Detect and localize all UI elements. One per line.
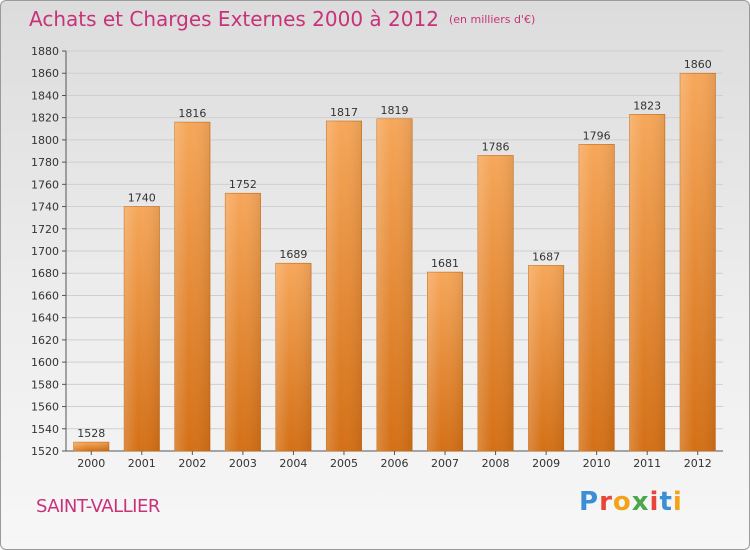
data-label: 1752 <box>229 178 257 191</box>
logo-letter: t <box>659 487 673 517</box>
y-tick-label: 1820 <box>31 112 59 125</box>
y-tick-label: 1740 <box>31 201 59 214</box>
bar-shade <box>427 272 463 451</box>
y-tick-label: 1640 <box>31 312 59 325</box>
proxiti-logo[interactable]: Proxiti <box>579 487 683 517</box>
y-tick-label: 1720 <box>31 223 59 236</box>
data-label: 1816 <box>178 107 206 120</box>
bar-shade <box>376 118 413 452</box>
bars <box>73 72 716 452</box>
y-tick-label: 1780 <box>31 156 59 169</box>
data-label: 1796 <box>583 129 611 142</box>
x-tick-labels: 2000 2001 2002 2003 2004 2005 2006 2007 2008 2009… <box>77 451 712 470</box>
logo-letter: i <box>672 487 683 517</box>
logo-letter: i <box>649 487 660 517</box>
y-tick-label: 1580 <box>31 378 59 391</box>
logo-letter: P <box>579 487 600 517</box>
logo-letter: o <box>612 487 632 517</box>
bar-shade <box>629 114 665 451</box>
y-tick-label: 1880 <box>31 45 59 58</box>
bar-shade <box>124 206 160 451</box>
x-tick-label: 2004 <box>279 457 307 470</box>
x-tick-label: 2007 <box>431 457 459 470</box>
bar-shade <box>528 265 564 451</box>
logo-letter: r <box>599 487 613 517</box>
x-tick-label: 2002 <box>178 457 206 470</box>
y-tick-label: 1760 <box>31 178 59 191</box>
chart-subtitle: (en milliers d'€) <box>448 13 536 26</box>
data-label: 1819 <box>381 104 409 117</box>
bar-shade <box>477 155 514 451</box>
bar-shade <box>680 73 716 451</box>
bar-shade <box>578 144 615 452</box>
x-tick-label: 2011 <box>633 457 661 470</box>
x-tick-label: 2009 <box>532 457 560 470</box>
x-tick-label: 2008 <box>482 457 510 470</box>
commune-name: SAINT-VALLIER <box>36 496 160 517</box>
logo-letter: x <box>631 487 650 517</box>
data-label: 1860 <box>684 58 712 71</box>
y-tick-label: 1560 <box>31 401 59 414</box>
data-label: 1681 <box>431 257 459 270</box>
x-tick-label: 2000 <box>77 457 105 470</box>
x-tick-label: 2005 <box>330 457 358 470</box>
y-tick-label: 1860 <box>31 67 59 80</box>
y-tick-label: 1660 <box>31 289 59 302</box>
y-tick-label: 1840 <box>31 89 59 102</box>
data-label: 1786 <box>482 140 510 153</box>
y-tick-labels: 1520 1540 1560 1580 1600 1620 1640 1660 1680 1700… <box>31 45 59 458</box>
bar-shade <box>225 193 261 451</box>
bar-shade <box>275 263 312 451</box>
y-tick-label: 1600 <box>31 356 59 369</box>
x-tick-label: 2006 <box>381 457 409 470</box>
x-tick-label: 2010 <box>583 457 611 470</box>
x-tick-label: 2003 <box>229 457 257 470</box>
data-label: 1687 <box>532 250 560 263</box>
y-tick-label: 1700 <box>31 245 59 258</box>
y-tick-label: 1800 <box>31 134 59 147</box>
y-tick-label: 1540 <box>31 423 59 436</box>
data-label: 1689 <box>279 248 307 261</box>
y-tick-label: 1620 <box>31 334 59 347</box>
data-label: 1823 <box>633 99 661 112</box>
bar-shade <box>326 121 362 451</box>
bar-shade <box>174 122 211 451</box>
data-label: 1528 <box>77 427 105 440</box>
data-labels: 1528 1740 1816 1752 1689 1817 1819 1681 1786 1687… <box>77 58 711 440</box>
y-tick-label: 1680 <box>31 267 59 280</box>
data-label: 1817 <box>330 106 358 119</box>
bar-shade <box>73 442 109 451</box>
data-label: 1740 <box>128 192 156 205</box>
chart-title-text: Achats et Charges Externes 2000 à 2012 <box>29 7 439 31</box>
x-tick-label: 2001 <box>128 457 156 470</box>
x-tick-label: 2012 <box>684 457 712 470</box>
chart-title: Achats et Charges Externes 2000 à 2012 (e… <box>29 7 535 31</box>
y-tick-label: 1520 <box>31 445 59 458</box>
